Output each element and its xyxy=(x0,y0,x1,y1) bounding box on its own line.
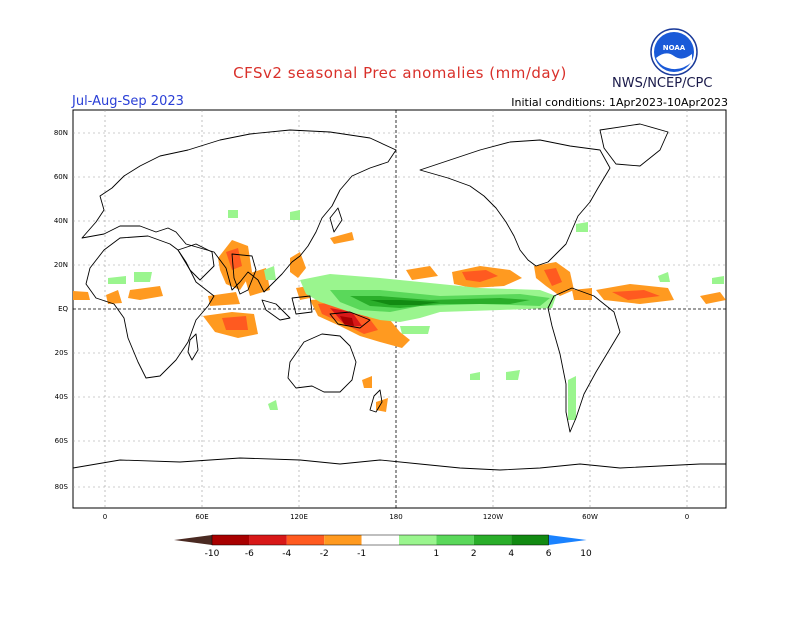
noaa-logo-icon: NOAA xyxy=(650,28,698,76)
lon-label: 60W xyxy=(582,513,598,521)
madagascar-coastline xyxy=(187,333,199,361)
japan-coastline xyxy=(329,207,343,233)
eurasia-coastline xyxy=(81,129,397,293)
season-label: Jul-Aug-Sep 2023 xyxy=(72,94,184,109)
wet-region xyxy=(576,222,588,232)
wet-region xyxy=(268,400,278,410)
colorbar-bin xyxy=(324,535,362,545)
lon-label: 60E xyxy=(195,513,208,521)
lat-label: 60S xyxy=(55,437,69,445)
colorbar-label: 2 xyxy=(471,549,477,559)
colorbar-label: 1 xyxy=(434,549,440,559)
wet-region xyxy=(658,272,670,282)
noaa-logo-text: NOAA xyxy=(663,44,686,52)
wet-region xyxy=(506,370,520,380)
new-zealand-coastline xyxy=(369,389,383,413)
lon-label: 180 xyxy=(389,513,402,521)
wet-region xyxy=(108,276,126,284)
dry-region xyxy=(362,376,372,388)
dry-region xyxy=(226,248,242,270)
colorbar-label: -2 xyxy=(320,549,329,559)
india-coastline xyxy=(231,253,257,295)
lat-label: 20N xyxy=(54,261,68,269)
lon-label: 0 xyxy=(103,513,107,521)
wet-region xyxy=(134,272,152,282)
colorbar-arrow-low xyxy=(174,535,212,545)
colorbar-label: 6 xyxy=(546,549,552,559)
colorbar-bin xyxy=(399,535,437,545)
latitude-labels: 80N 60N 40N 20N EQ 20S 40S 60S 80S xyxy=(54,129,69,491)
colorbar-bin xyxy=(473,535,512,545)
lon-label: 0 xyxy=(685,513,689,521)
sumatra-coastline xyxy=(261,299,291,321)
wet-anomalies xyxy=(108,210,724,420)
longitude-labels: 0 60E 120E 180 120W 60W 0 xyxy=(103,513,689,521)
dry-region xyxy=(406,266,438,280)
gridlines xyxy=(73,110,726,508)
dry-region xyxy=(376,398,388,412)
colorbar-bin xyxy=(212,535,250,545)
colorbar-outline xyxy=(211,534,549,546)
colorbar-label: 10 xyxy=(580,549,592,559)
colorbar-bin xyxy=(436,535,474,545)
dry-region xyxy=(330,232,354,244)
colorbar-bin xyxy=(286,535,325,545)
colorbar: -10 -6 -4 -2 -1 1 2 4 6 10 xyxy=(174,534,592,559)
dry-region xyxy=(208,292,240,306)
lat-label: 20S xyxy=(55,349,69,357)
coastlines xyxy=(73,123,726,471)
dry-region xyxy=(572,288,592,300)
borneo-coastline xyxy=(291,295,313,315)
wet-region xyxy=(470,372,480,380)
dry-region xyxy=(290,252,306,278)
colorbar-arrow-high xyxy=(548,535,587,545)
lat-label: 40N xyxy=(54,217,68,225)
wet-region xyxy=(400,326,430,334)
lat-label: 80S xyxy=(55,483,69,491)
africa-coastline xyxy=(85,235,215,379)
lon-label: 120E xyxy=(290,513,308,521)
lon-label: 120W xyxy=(483,513,503,521)
dry-anomalies xyxy=(73,232,726,412)
colorbar-label: -10 xyxy=(205,549,220,559)
agency-label: NWS/NCEP/CPC xyxy=(612,76,713,91)
dry-region xyxy=(612,290,660,300)
lat-label: 40S xyxy=(55,393,69,401)
dry-region xyxy=(700,292,726,304)
dry-region xyxy=(462,270,498,282)
lat-label: 60N xyxy=(54,173,68,181)
chart-title: CFSv2 seasonal Prec anomalies (mm/day) xyxy=(233,64,567,82)
south-america-coastline xyxy=(547,287,621,433)
colorbar-bin xyxy=(511,535,549,545)
colorbar-label: 4 xyxy=(508,549,514,559)
lat-label: EQ xyxy=(58,305,68,313)
dry-region xyxy=(106,290,122,304)
dry-region xyxy=(128,286,163,300)
dry-region xyxy=(222,316,248,330)
dry-region xyxy=(73,291,90,300)
dry-region xyxy=(340,316,354,326)
north-america-coastline xyxy=(419,139,611,267)
initial-conditions-label: Initial conditions: 1Apr2023-10Apr2023 xyxy=(511,96,728,109)
arabia-coastline xyxy=(177,243,215,281)
new-guinea-coastline xyxy=(329,311,371,329)
dry-region xyxy=(244,268,270,296)
wet-region xyxy=(290,210,300,220)
greenland-coastline xyxy=(599,123,669,167)
colorbar-bin xyxy=(249,535,287,545)
colorbar-label: -4 xyxy=(282,549,291,559)
lat-label: 80N xyxy=(54,129,68,137)
colorbar-label: -1 xyxy=(357,549,366,559)
wet-region xyxy=(228,210,238,218)
wet-region xyxy=(370,300,440,305)
dry-region xyxy=(544,268,562,286)
colorbar-label: -6 xyxy=(245,549,254,559)
wet-region xyxy=(264,266,276,280)
wet-region xyxy=(712,276,724,284)
antarctica-coastline xyxy=(73,457,726,471)
australia-coastline xyxy=(287,333,357,393)
wet-region xyxy=(568,376,576,420)
colorbar-bin xyxy=(361,535,399,545)
